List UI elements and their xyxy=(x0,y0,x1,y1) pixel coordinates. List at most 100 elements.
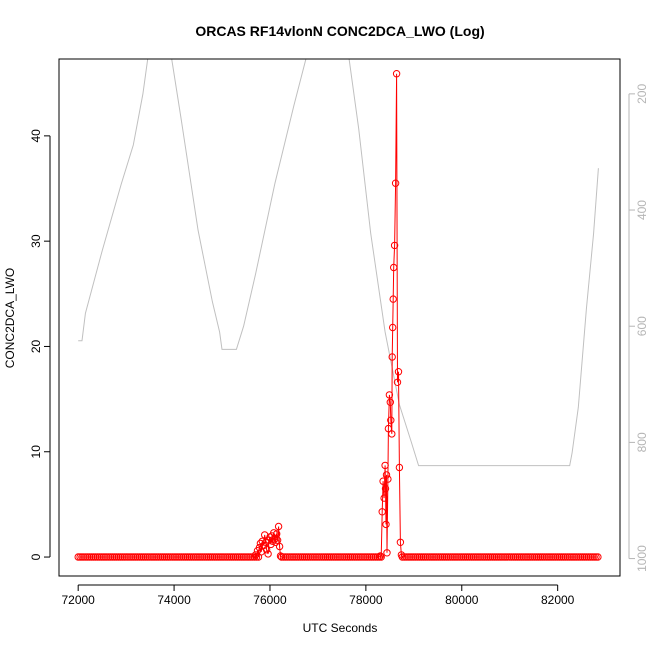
data-point xyxy=(389,295,397,303)
data-point xyxy=(185,553,194,561)
data-point xyxy=(450,553,458,561)
data-point xyxy=(483,553,491,561)
data-point xyxy=(437,553,445,561)
data-point xyxy=(199,553,207,561)
data-point xyxy=(126,553,134,561)
data-point xyxy=(529,553,537,561)
data-point xyxy=(157,553,165,561)
data-point xyxy=(193,553,201,561)
data-point xyxy=(423,553,431,561)
data-point xyxy=(235,553,244,561)
data-point xyxy=(527,553,535,561)
data-point xyxy=(118,553,127,561)
data-point xyxy=(93,553,102,561)
data-point xyxy=(475,553,483,561)
data-point xyxy=(337,553,345,561)
data-point xyxy=(285,553,293,561)
data-point xyxy=(214,553,222,561)
data-point xyxy=(465,553,474,561)
data-point xyxy=(507,553,516,561)
x-tick-label: 76000 xyxy=(253,593,287,607)
data-point xyxy=(180,553,188,561)
data-point xyxy=(371,553,380,561)
data-point xyxy=(571,553,579,561)
data-point xyxy=(382,520,390,529)
data-point xyxy=(567,553,575,561)
plot-layer xyxy=(74,59,602,561)
data-point xyxy=(484,553,493,561)
data-point xyxy=(137,553,146,561)
data-point xyxy=(460,553,468,561)
data-point xyxy=(384,424,393,433)
data-point xyxy=(382,471,391,479)
data-point xyxy=(298,553,307,561)
data-point xyxy=(389,323,397,332)
data-point xyxy=(419,553,428,561)
data-point xyxy=(149,553,157,561)
data-point xyxy=(463,553,472,561)
data-point xyxy=(283,553,291,561)
data-point xyxy=(391,179,400,187)
data-point xyxy=(511,553,520,561)
data-point xyxy=(241,553,249,561)
data-point xyxy=(461,553,470,561)
data-point xyxy=(308,553,316,561)
data-point xyxy=(135,553,144,561)
data-point xyxy=(147,553,155,561)
data-point xyxy=(456,553,464,561)
data-point xyxy=(548,553,556,561)
data-point xyxy=(99,553,107,561)
data-point xyxy=(384,475,392,483)
data-point xyxy=(573,553,581,561)
data-point xyxy=(376,552,384,560)
data-point xyxy=(116,553,125,561)
data-point xyxy=(103,553,111,561)
data-point xyxy=(534,553,543,561)
data-point xyxy=(402,553,410,561)
data-point xyxy=(380,494,388,502)
data-point xyxy=(105,553,113,561)
data-point xyxy=(509,553,518,561)
data-point xyxy=(291,553,299,561)
data-point xyxy=(166,553,174,561)
data-point xyxy=(289,553,297,561)
data-point xyxy=(352,553,360,561)
data-point xyxy=(381,461,389,470)
data-point xyxy=(577,553,585,561)
data-point xyxy=(471,553,479,561)
data-point xyxy=(354,553,362,561)
data-point xyxy=(162,553,171,561)
data-point xyxy=(425,553,433,561)
data-point xyxy=(375,553,383,561)
data-point xyxy=(255,543,264,552)
data-point xyxy=(435,553,443,561)
data-point xyxy=(153,553,161,561)
data-point xyxy=(231,553,240,561)
data-point xyxy=(181,553,190,561)
data-point xyxy=(417,553,426,561)
x-axis-label: UTC Seconds xyxy=(303,621,378,635)
data-point xyxy=(170,553,178,561)
data-point xyxy=(141,553,150,561)
data-point xyxy=(517,553,525,561)
data-point xyxy=(442,553,451,561)
data-point xyxy=(312,553,320,561)
data-point xyxy=(335,553,343,561)
data-point xyxy=(469,553,477,561)
data-point xyxy=(95,553,104,561)
data-point xyxy=(555,553,564,561)
data-point xyxy=(486,553,495,561)
data-point xyxy=(143,553,151,561)
data-point xyxy=(82,553,90,561)
data-point xyxy=(400,553,408,561)
data-point xyxy=(590,553,598,561)
data-point xyxy=(227,553,236,561)
data-point xyxy=(383,549,391,557)
data-point xyxy=(272,538,280,546)
data-point xyxy=(139,553,148,561)
data-point xyxy=(381,484,390,493)
data-point xyxy=(404,553,412,561)
data-point xyxy=(124,553,132,561)
data-point xyxy=(438,553,447,561)
data-point xyxy=(386,398,394,406)
